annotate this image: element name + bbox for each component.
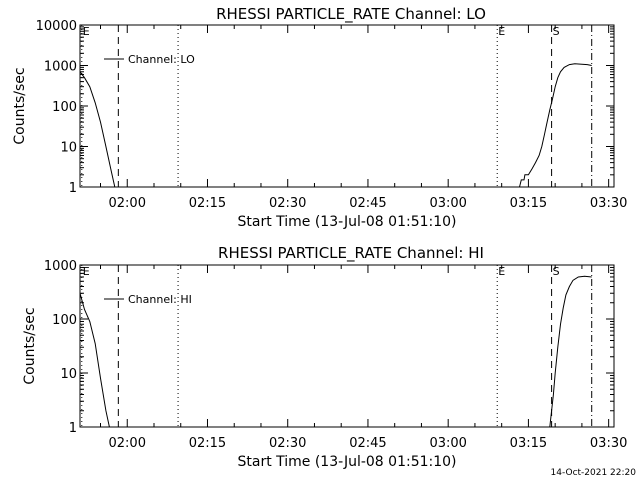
y-axis-label: Counts/sec bbox=[22, 307, 38, 384]
y-tick-label: 10 bbox=[60, 141, 77, 156]
plot-frame bbox=[79, 24, 615, 188]
y-tick-label: 1 bbox=[69, 181, 77, 196]
y-tick-label: 1000 bbox=[44, 60, 77, 75]
x-tick-label: 02:00 bbox=[109, 196, 146, 211]
x-tick-label: 02:30 bbox=[269, 196, 306, 211]
legend: Channel: LO bbox=[104, 53, 195, 66]
x-tick-label: 02:45 bbox=[349, 196, 386, 211]
event-marker-label: S bbox=[553, 265, 560, 278]
x-tick-label: 03:00 bbox=[429, 196, 466, 211]
legend-label: Channel: HI bbox=[128, 293, 192, 306]
y-tick-label: 1 bbox=[69, 421, 77, 436]
event-marker-label: E bbox=[498, 265, 505, 278]
x-tick-label: 02:00 bbox=[109, 436, 146, 451]
event-marker-label: E bbox=[83, 265, 90, 278]
y-axis-ticks: 1 10 100 1000 bbox=[44, 259, 614, 436]
event-marker-label: E bbox=[498, 25, 505, 38]
chart-panel-hi: RHESSI PARTICLE_RATE Channel: HI E E S 1 10… bbox=[22, 244, 627, 470]
x-tick-label: 03:30 bbox=[590, 196, 627, 211]
legend-label: Channel: LO bbox=[128, 53, 195, 66]
chart-title: RHESSI PARTICLE_RATE Channel: HI bbox=[218, 244, 484, 263]
y-axis-label: Counts/sec bbox=[12, 67, 28, 144]
y-tick-label: 10 bbox=[60, 367, 77, 382]
x-axis-ticks: 02:00 02:15 02:30 02:45 03:00 03:15 03:30 bbox=[100, 25, 627, 211]
y-tick-label: 1000 bbox=[44, 259, 77, 274]
data-line bbox=[79, 293, 110, 428]
legend: Channel: HI bbox=[104, 293, 192, 306]
y-tick-label: 10000 bbox=[36, 19, 77, 34]
y-tick-label: 100 bbox=[52, 100, 77, 115]
x-tick-label: 03:00 bbox=[429, 436, 466, 451]
x-tick-label: 03:15 bbox=[510, 196, 547, 211]
y-axis-ticks: 1 10 100 1000 10000 bbox=[36, 19, 614, 196]
event-marker-label: S bbox=[553, 25, 560, 38]
data-line bbox=[549, 275, 592, 428]
x-axis-label: Start Time (13-Jul-08 01:51:10) bbox=[237, 214, 456, 230]
x-tick-label: 02:15 bbox=[189, 196, 226, 211]
x-tick-label: 03:30 bbox=[590, 436, 627, 451]
y-tick-label: 100 bbox=[52, 313, 77, 328]
data-line bbox=[79, 71, 116, 188]
x-tick-label: 02:30 bbox=[269, 436, 306, 451]
chart-panel-lo: RHESSI PARTICLE_RATE Channel: LO E E S 1 10… bbox=[12, 5, 627, 230]
event-marker-label: E bbox=[83, 25, 90, 38]
data-line bbox=[519, 63, 592, 188]
x-axis-label: Start Time (13-Jul-08 01:51:10) bbox=[237, 454, 456, 470]
x-tick-label: 02:45 bbox=[349, 436, 386, 451]
plot-frame bbox=[79, 264, 615, 428]
chart-title: RHESSI PARTICLE_RATE Channel: LO bbox=[216, 5, 486, 24]
x-tick-label: 03:15 bbox=[510, 436, 547, 451]
x-tick-label: 02:15 bbox=[189, 436, 226, 451]
x-axis-ticks: 02:00 02:15 02:30 02:45 03:00 03:15 03:30 bbox=[100, 265, 627, 451]
series-lines bbox=[79, 63, 592, 188]
series-lines bbox=[79, 275, 592, 428]
timestamp: 14-Oct-2021 22:20 bbox=[551, 468, 637, 478]
